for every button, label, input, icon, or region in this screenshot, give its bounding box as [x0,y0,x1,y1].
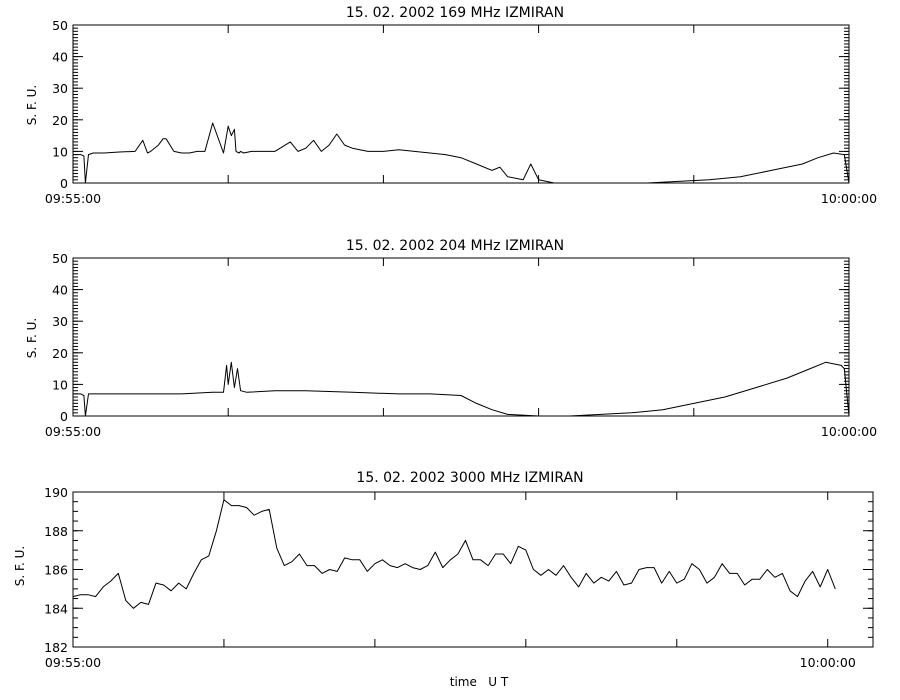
y-axis-label: S. F. U. [25,318,39,358]
x-tick-label: 10:00:00 [800,655,856,670]
panel-3000mhz: 15. 02. 2002 3000 MHz IZMIRAN S. F. U. t… [13,470,874,689]
ticks: 0 10 20 30 40 50 09:55:00 10:00:00 [45,251,877,439]
y-tick-label: 50 [52,18,68,33]
panel-204mhz: 15. 02. 2002 204 MHz IZMIRAN S. F. U. 0 1… [25,238,877,439]
y-tick-label: 182 [44,640,68,655]
y-tick-label: 0 [60,409,68,424]
series-group [73,122,850,184]
y-tick-label: 40 [52,50,68,65]
y-axis-label: S. F. U. [25,85,39,125]
ticks: 0 10 20 30 40 50 09:55:00 10:00:00 [45,18,877,206]
panel-169mhz: 15. 02. 2002 169 MHz IZMIRAN S. F. U. 0 1… [25,5,877,206]
y-tick-label: 30 [52,314,68,329]
chart-title: 15. 02. 2002 3000 MHz IZMIRAN [356,470,583,486]
series-line [73,122,850,184]
x-tick-label: 09:55:00 [45,191,101,206]
series-group [73,361,850,417]
y-tick-label: 40 [52,283,68,298]
chart-title: 15. 02. 2002 169 MHz IZMIRAN [346,5,564,21]
y-tick-label: 10 [52,377,68,392]
y-tick-label: 50 [52,251,68,266]
plot-area-border [72,24,850,184]
plot-frame [72,491,874,648]
y-tick-label: 20 [52,346,68,361]
plot-area-border [72,491,874,648]
series-line [73,361,850,417]
ticks: 182 184 186 188 190 09:55:00 10:00:00 [44,485,873,670]
y-tick-label: 10 [52,144,68,159]
x-tick-label: 09:55:00 [45,655,101,670]
series-group [72,499,836,609]
y-tick-label: 30 [52,81,68,96]
y-tick-label: 20 [52,113,68,128]
x-tick-label: 10:00:00 [821,191,877,206]
x-tick-label: 10:00:00 [821,424,877,439]
plot-frame [72,257,850,417]
y-tick-label: 186 [44,563,68,578]
plot-frame [72,24,850,184]
plot-area-border [72,257,850,417]
chart-title: 15. 02. 2002 204 MHz IZMIRAN [346,238,564,254]
x-axis-label: time U T [450,675,509,689]
y-tick-label: 188 [44,524,68,539]
series-line [72,499,836,609]
y-tick-label: 184 [44,601,68,616]
x-tick-label: 09:55:00 [45,424,101,439]
y-tick-label: 190 [44,485,68,500]
y-tick-label: 0 [60,176,68,191]
y-axis-label: S. F. U. [13,546,27,586]
